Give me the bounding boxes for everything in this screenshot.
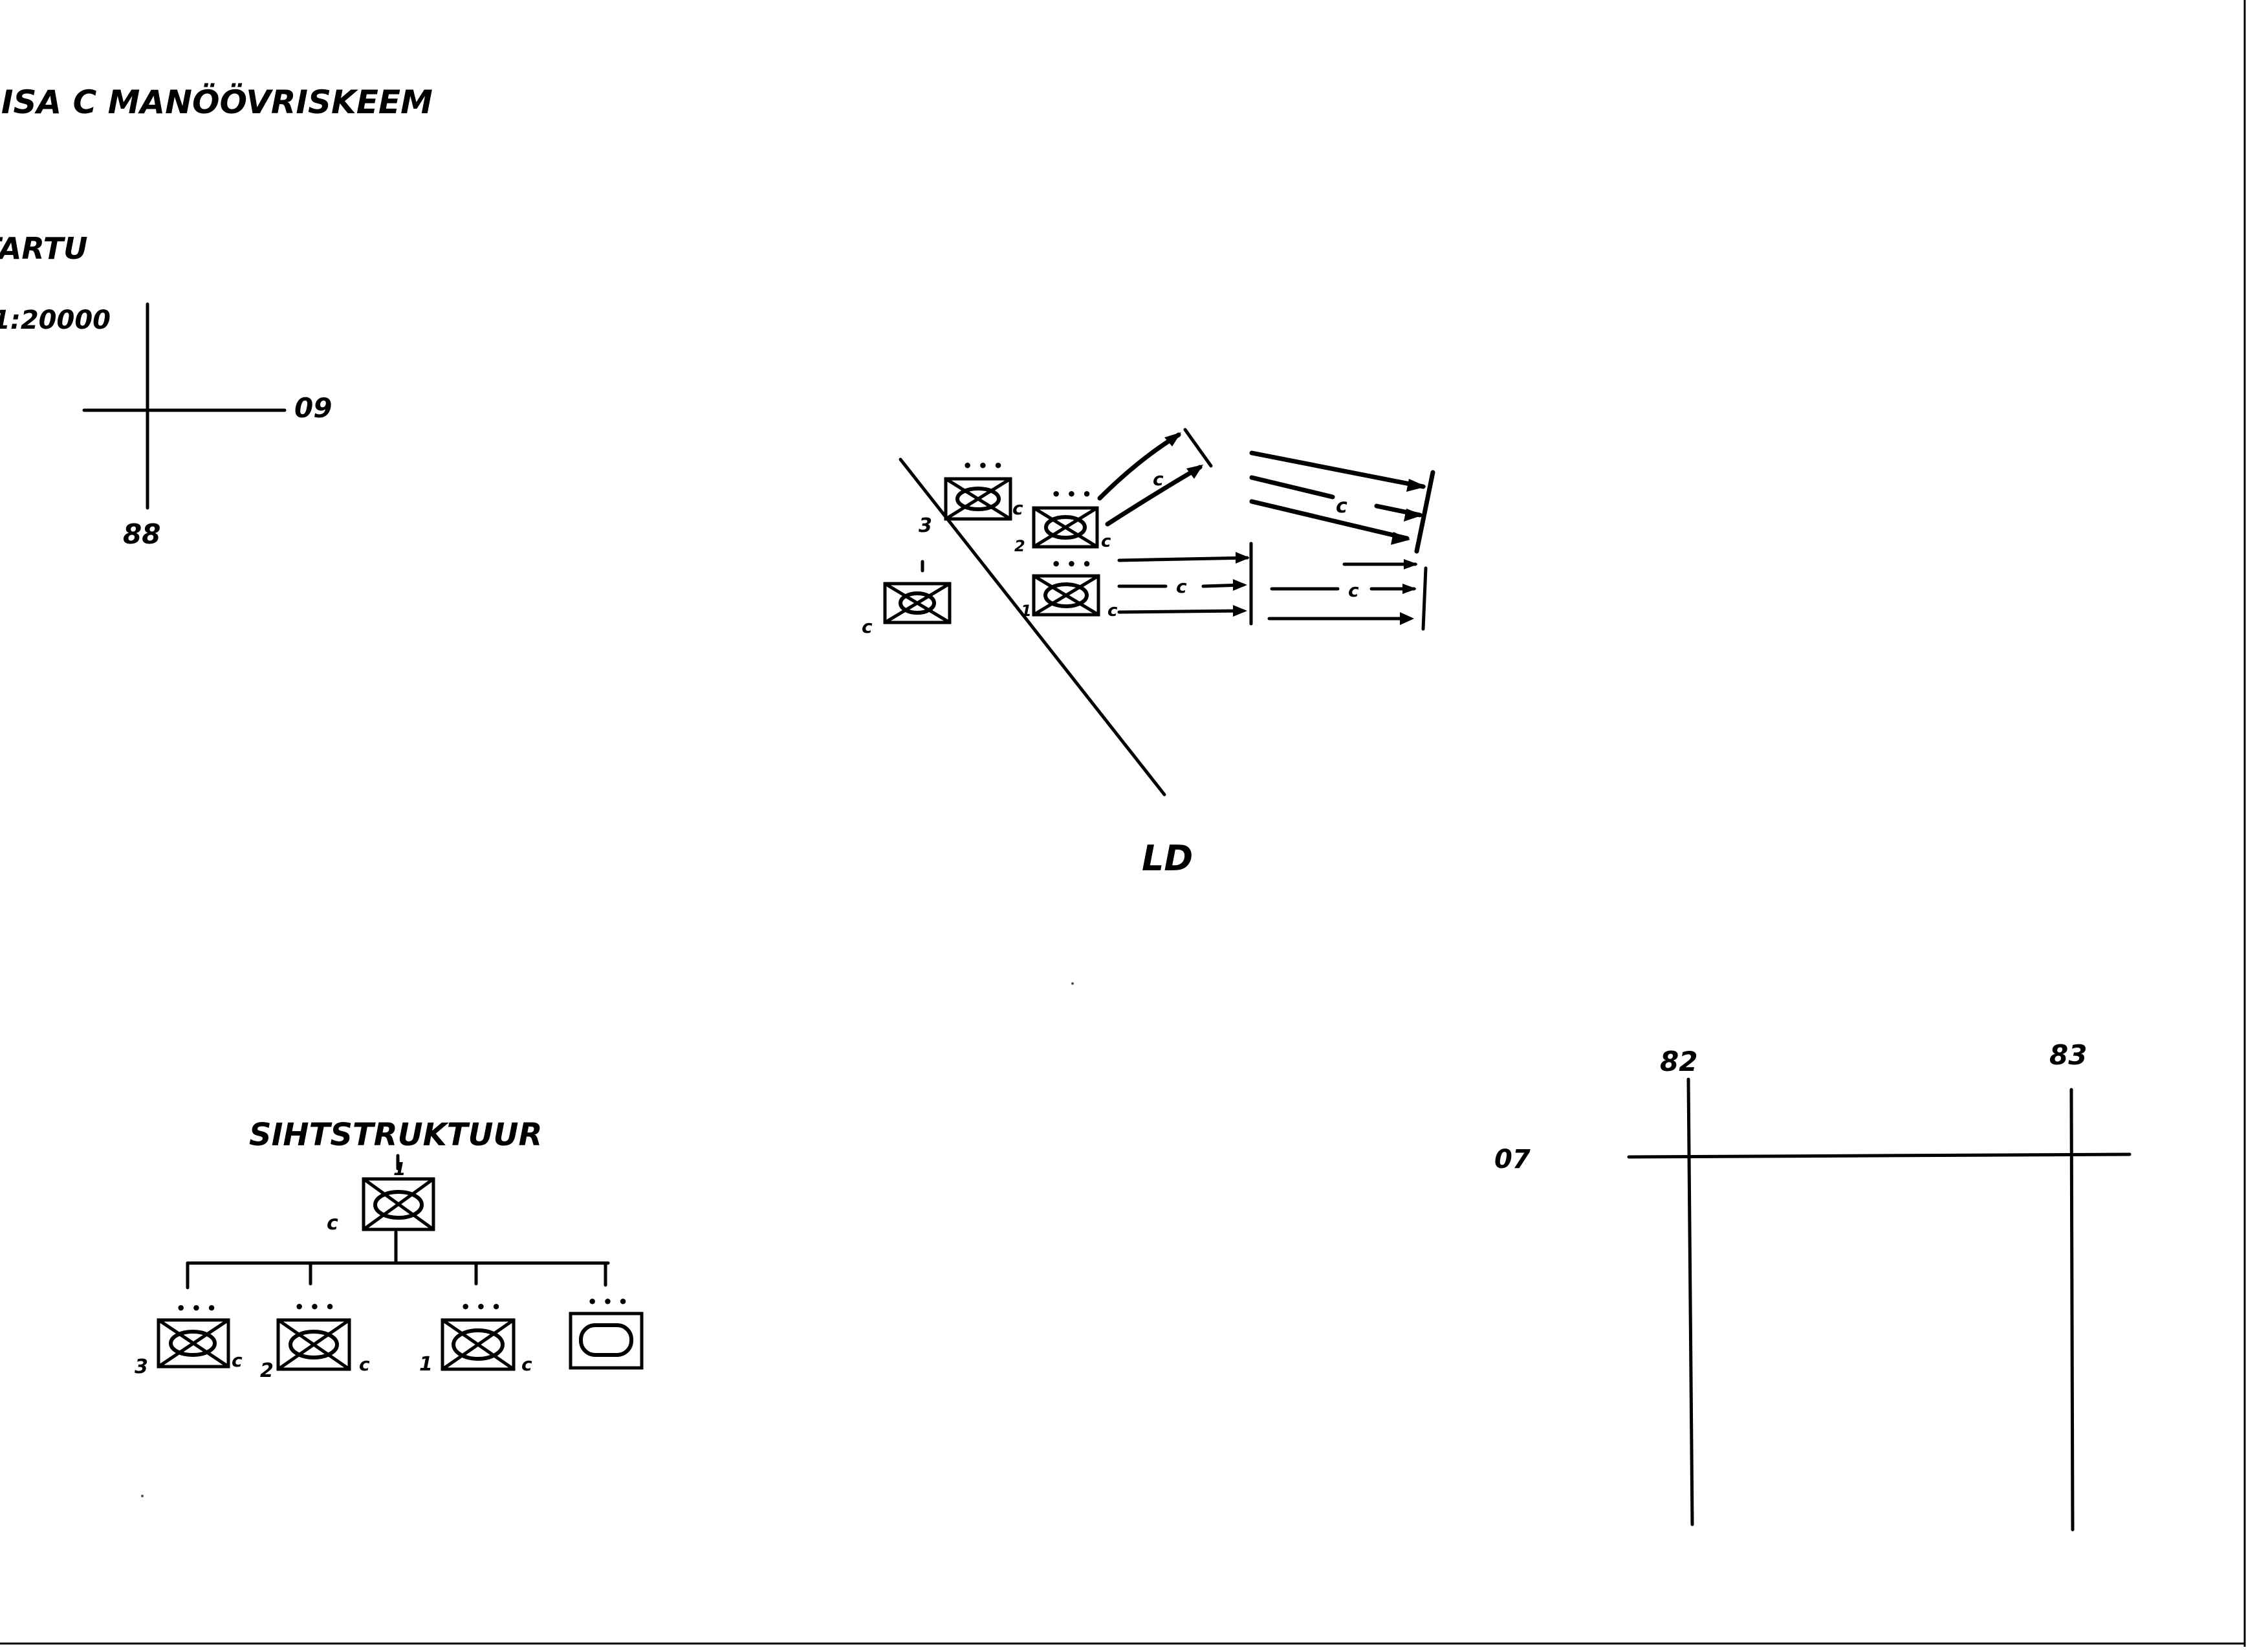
line-of-departure-label: LD — [1142, 838, 1193, 879]
unit-size-mark-3: c — [1012, 498, 1023, 519]
org-hq-mark: c — [327, 1212, 338, 1235]
org-child-1-id: 1 — [419, 1353, 433, 1376]
grid-northing-label: 88 — [123, 518, 160, 550]
advance-arrows-upper: c — [1097, 428, 1213, 527]
grid-row-label: 07 — [1494, 1145, 1531, 1174]
org-structure: SIHTSTRUKTUUR 1 c • • • 3 c — [135, 1117, 644, 1382]
unit-symbol-3: • • • 3 c — [919, 457, 1023, 537]
unit-symbol-hq: c — [862, 560, 952, 637]
org-child-1: • • • 1 c — [419, 1298, 532, 1376]
stray-dot — [1071, 982, 1074, 985]
arrow-mark-lower-far: c — [1348, 580, 1359, 601]
org-child-2-id: 2 — [260, 1359, 274, 1382]
svg-text:• • •: • • • — [461, 1298, 501, 1316]
org-structure-title: SIHTSTRUKTUUR — [249, 1117, 542, 1153]
org-child-3-mark: c — [232, 1350, 243, 1371]
unit-label-2: 2 — [1014, 537, 1025, 555]
org-child-3-id: 3 — [135, 1356, 148, 1378]
maneuver-diagram: LD • • • 3 c • • • 2 c • • • — [862, 428, 1435, 879]
advance-arrows-lower-far: c — [1267, 559, 1428, 631]
stray-dot — [141, 1495, 144, 1497]
unit-size-mark-1: c — [1107, 601, 1118, 621]
svg-text:• • •: • • • — [1051, 555, 1092, 573]
page-title: LISA C MANÖÖVRISKEEM — [0, 83, 433, 121]
org-child-support: • • • — [569, 1293, 644, 1370]
unit-symbol-1: • • • 1 c — [1021, 555, 1118, 621]
unit-symbol-2: • • • 2 c — [1014, 485, 1111, 555]
unit-label-3: 3 — [919, 514, 932, 537]
grid-easting-label: 09 — [294, 392, 332, 424]
arrow-mark-lower: c — [1176, 576, 1187, 597]
advance-arrows-lower: c — [1117, 542, 1253, 626]
grid-col-label-1: 82 — [1660, 1046, 1697, 1077]
org-hq-symbol: 1 c — [327, 1158, 435, 1235]
unit-size-mark-hq: c — [862, 616, 873, 637]
arrow-mark-upper: c — [1153, 468, 1164, 490]
map-scale: 1:20000 — [0, 305, 111, 335]
arrow-mark-upper-far: c — [1336, 495, 1347, 518]
svg-text:• • •: • • • — [1051, 485, 1092, 503]
org-child-1-mark: c — [521, 1354, 532, 1375]
org-child-2-mark: c — [359, 1354, 370, 1375]
svg-text:• • •: • • • — [176, 1299, 217, 1317]
advance-arrows-upper-far: c — [1249, 450, 1435, 554]
unit-size-mark-2: c — [1101, 532, 1111, 551]
unit-label-1: 1 — [1021, 602, 1032, 620]
grid-reference-top-left: 09 88 — [82, 302, 332, 550]
grid-col-label-2: 83 — [2049, 1039, 2087, 1071]
svg-text:• • •: • • • — [963, 457, 1003, 475]
org-hq-size: 1 — [393, 1158, 406, 1180]
map-name: TARTU — [0, 231, 88, 266]
svg-text:• • •: • • • — [587, 1293, 628, 1311]
grid-reference-bottom-right: 07 82 83 — [1494, 1039, 2132, 1532]
org-child-2: • • • 2 c — [260, 1298, 370, 1382]
svg-text:• • •: • • • — [294, 1298, 335, 1316]
org-child-3: • • • 3 c — [135, 1299, 243, 1378]
